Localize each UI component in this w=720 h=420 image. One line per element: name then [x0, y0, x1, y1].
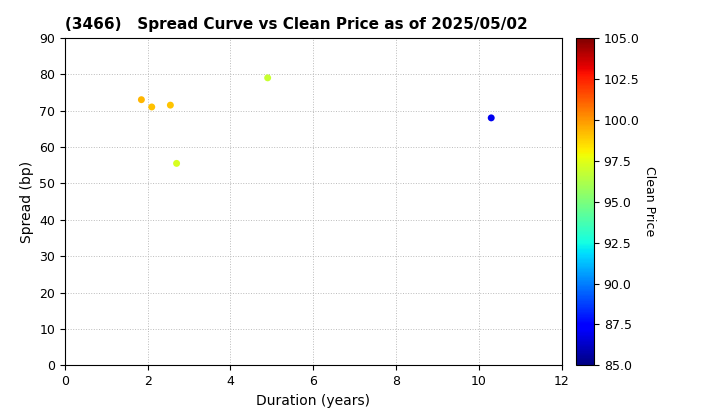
Point [135, 96, 147, 103]
X-axis label: Duration (years): Duration (years) [256, 394, 370, 408]
Text: (3466)   Spread Curve vs Clean Price as of 2025/05/02: (3466) Spread Curve vs Clean Price as of… [65, 18, 528, 32]
Point [262, 74, 274, 81]
Point [146, 104, 158, 110]
Point [171, 160, 182, 167]
Point [165, 102, 176, 108]
Y-axis label: Spread (bp): Spread (bp) [19, 160, 34, 243]
Point [485, 115, 497, 121]
Y-axis label: Clean Price: Clean Price [643, 166, 656, 237]
